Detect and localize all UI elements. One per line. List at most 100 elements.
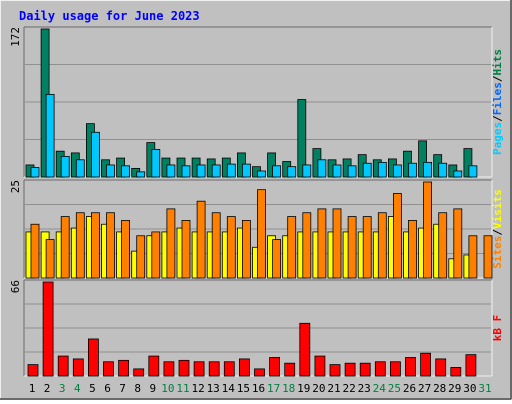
x-tick-label: 19 xyxy=(297,382,310,395)
bar-sites-day-15 xyxy=(241,219,251,279)
bar-files-day-1 xyxy=(30,167,40,178)
bar-kb-f-day-16 xyxy=(254,368,265,377)
bar-files-day-22 xyxy=(347,165,357,178)
bar-kb-f-day-12 xyxy=(193,361,205,377)
bar-sites-day-17 xyxy=(272,239,282,279)
bar-files-day-5 xyxy=(91,131,100,178)
x-tick-label: 28 xyxy=(433,382,446,395)
x-tick-label: 17 xyxy=(267,382,280,395)
x-tick-label: 13 xyxy=(207,382,220,395)
bar-kb-f-day-15 xyxy=(238,358,250,377)
bar-files-day-3 xyxy=(60,155,70,178)
y-axis-title-part: Visits xyxy=(491,189,504,229)
y-axis-title-part: / xyxy=(491,229,504,236)
bar-kb-f-day-1 xyxy=(27,364,39,377)
bar-sites-day-4 xyxy=(75,212,85,279)
x-tick-label: 4 xyxy=(74,382,81,395)
bar-sites-day-7 xyxy=(121,219,130,279)
bar-kb-f-day-2 xyxy=(42,281,54,377)
bar-files-day-15 xyxy=(241,163,251,178)
bar-sites-day-22 xyxy=(347,216,357,279)
bar-kb-f-day-5 xyxy=(88,338,99,377)
x-tick-label: 21 xyxy=(327,382,340,395)
x-tick-label: 18 xyxy=(282,382,295,395)
bar-files-day-20 xyxy=(317,159,327,178)
y-axis-title: Pages/Files/Hits xyxy=(491,49,504,155)
bar-sites-day-29 xyxy=(453,208,463,279)
bar-kb-f-day-7 xyxy=(118,359,129,377)
bar-kb-f-day-30 xyxy=(465,354,477,377)
y-axis-title-part: Sites xyxy=(491,236,504,269)
bar-sites-day-9 xyxy=(151,231,161,279)
bar-files-day-21 xyxy=(332,164,342,178)
bar-sites-day-1 xyxy=(30,223,40,279)
x-tick-label: 8 xyxy=(134,382,141,395)
chart-title: Daily usage for June 2023 xyxy=(19,9,200,23)
bar-kb-f-day-4 xyxy=(72,358,84,377)
x-tick-label: 29 xyxy=(448,382,461,395)
x-tick-label: 26 xyxy=(403,382,416,395)
bar-files-day-8 xyxy=(136,171,146,178)
bar-sites-day-18 xyxy=(287,216,297,279)
x-tick-label: 12 xyxy=(191,382,204,395)
bar-kb-f-day-24 xyxy=(374,361,386,377)
y-axis-title-part: kB F xyxy=(491,315,504,342)
bar-files-day-25 xyxy=(392,164,402,178)
x-tick-label: 25 xyxy=(388,382,401,395)
x-tick-label: 30 xyxy=(463,382,476,395)
bar-files-day-27 xyxy=(423,161,433,178)
bar-kb-f-day-17 xyxy=(269,357,281,377)
x-tick-label: 23 xyxy=(358,382,371,395)
y-max-label: 66 xyxy=(9,280,22,293)
y-axis-title-part: Pages xyxy=(491,122,504,155)
bar-files-day-10 xyxy=(166,164,176,178)
bar-files-day-26 xyxy=(408,162,417,178)
bar-files-day-18 xyxy=(287,166,297,178)
bar-sites-day-5 xyxy=(91,212,100,279)
bar-kb-f-day-9 xyxy=(148,355,160,377)
bar-kb-f-day-13 xyxy=(208,361,220,377)
x-tick-label: 2 xyxy=(44,382,51,395)
bar-files-day-13 xyxy=(211,164,221,178)
bar-kb-f-day-18 xyxy=(284,362,296,377)
bar-sites-day-13 xyxy=(211,212,221,279)
x-tick-label: 31 xyxy=(478,382,491,395)
bar-hits-day-19 xyxy=(297,99,307,178)
bar-files-day-7 xyxy=(121,165,130,178)
bar-hits-day-17 xyxy=(267,152,277,178)
bar-kb-f-day-22 xyxy=(344,362,356,377)
bar-kb-f-day-14 xyxy=(223,361,235,377)
bar-files-day-12 xyxy=(196,164,206,178)
x-tick-label: 6 xyxy=(104,382,111,395)
x-tick-label: 1 xyxy=(29,382,36,395)
bar-files-day-29 xyxy=(453,170,463,178)
x-tick-label: 3 xyxy=(59,382,66,395)
x-tick-label: 7 xyxy=(119,382,126,395)
chart-panel-1: 172 Pages/Files/Hits xyxy=(9,26,504,178)
y-max-label: 25 xyxy=(9,180,22,193)
bar-hits-day-27 xyxy=(418,140,428,178)
bar-files-day-17 xyxy=(272,165,282,178)
bar-files-day-9 xyxy=(151,149,161,178)
x-tick-label: 14 xyxy=(222,382,236,395)
bar-sites-day-2 xyxy=(45,239,55,279)
bar-files-day-14 xyxy=(226,163,236,178)
bar-sites-day-3 xyxy=(60,216,70,279)
chart-panel-3: 66 kB F xyxy=(9,279,504,377)
bar-kb-f-day-21 xyxy=(329,364,341,377)
bar-kb-f-day-25 xyxy=(389,361,401,377)
bar-kb-f-day-6 xyxy=(103,361,114,377)
bar-sites-day-27 xyxy=(423,181,433,279)
x-tick-label: 11 xyxy=(176,382,189,395)
y-axis-title: kB F xyxy=(491,315,504,342)
bar-kb-f-day-28 xyxy=(435,358,447,377)
bar-files-day-28 xyxy=(438,162,448,178)
bar-sites-day-26 xyxy=(408,219,417,279)
y-max-label: 172 xyxy=(9,27,22,47)
bar-sites-day-10 xyxy=(166,208,176,279)
bar-sites-day-20 xyxy=(317,208,327,279)
x-tick-label: 20 xyxy=(312,382,325,395)
bar-sites-day-16 xyxy=(257,189,266,279)
